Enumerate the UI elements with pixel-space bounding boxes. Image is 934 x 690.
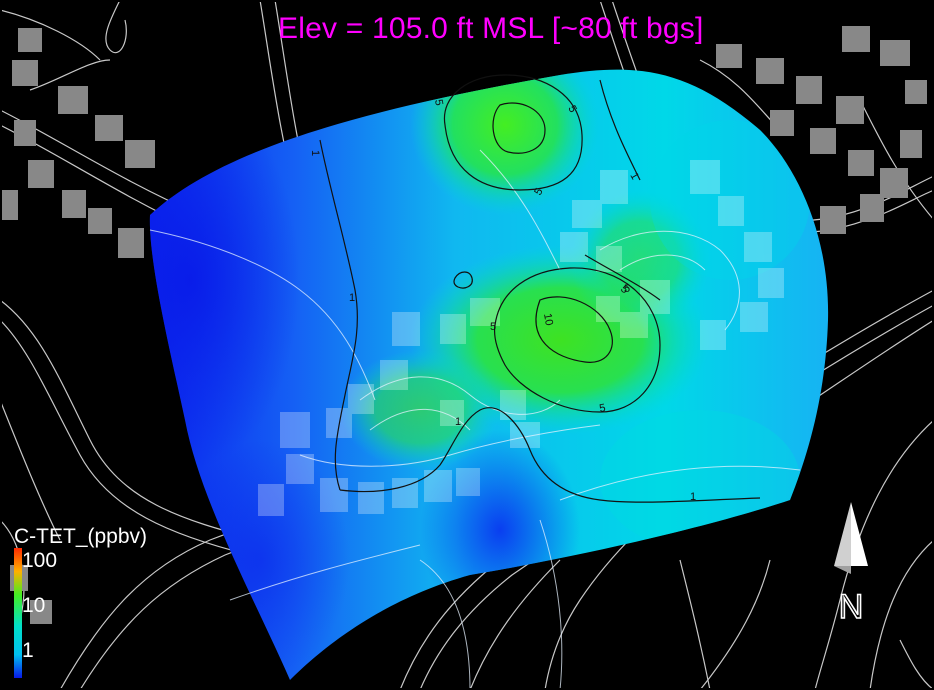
contour-5-top bbox=[443, 74, 583, 191]
contour-1-south bbox=[339, 407, 761, 503]
contour-10-top bbox=[492, 102, 546, 154]
contour-label: 1 bbox=[690, 491, 696, 503]
legend-color-bar bbox=[14, 548, 22, 678]
contour-label: 5 bbox=[490, 321, 496, 333]
contour-10-mid bbox=[535, 296, 613, 363]
buildings-under-plume bbox=[258, 160, 784, 516]
contour-1-west bbox=[319, 139, 358, 491]
contour-label: 5 bbox=[432, 98, 445, 106]
roads-over-plume bbox=[149, 149, 801, 690]
contour-label: 1 bbox=[455, 416, 461, 428]
map-title: Elev = 105.0 ft MSL [~80 ft bgs] bbox=[278, 12, 704, 45]
contour-5-east bbox=[584, 254, 661, 301]
legend-tick-100: 100 bbox=[22, 549, 58, 572]
contour-label: 1 bbox=[627, 171, 640, 182]
legend-tick-1: 1 bbox=[22, 639, 34, 662]
contour-lines bbox=[319, 74, 761, 503]
contour-label: 5 bbox=[624, 283, 630, 295]
north-label: N bbox=[839, 588, 864, 626]
contour-1-small bbox=[453, 271, 473, 289]
north-arrow-icon: N bbox=[834, 502, 868, 627]
contour-label: 5 bbox=[565, 104, 578, 115]
contour-label: 5 bbox=[532, 186, 545, 197]
contour-5-mid bbox=[493, 267, 661, 413]
contour-label: 10 bbox=[541, 312, 555, 326]
contour-label: 1 bbox=[309, 150, 321, 156]
legend-title: C-TET_(ppbv) bbox=[14, 525, 148, 548]
contour-label: 5 bbox=[598, 402, 606, 415]
contour-1-north bbox=[599, 79, 641, 181]
contour-label: 1 bbox=[349, 292, 355, 304]
contour-labels: 5 5 5 1 5 5 10 5 1 1 1 1 5 bbox=[309, 98, 696, 503]
legend-tick-10: 10 bbox=[22, 594, 46, 617]
